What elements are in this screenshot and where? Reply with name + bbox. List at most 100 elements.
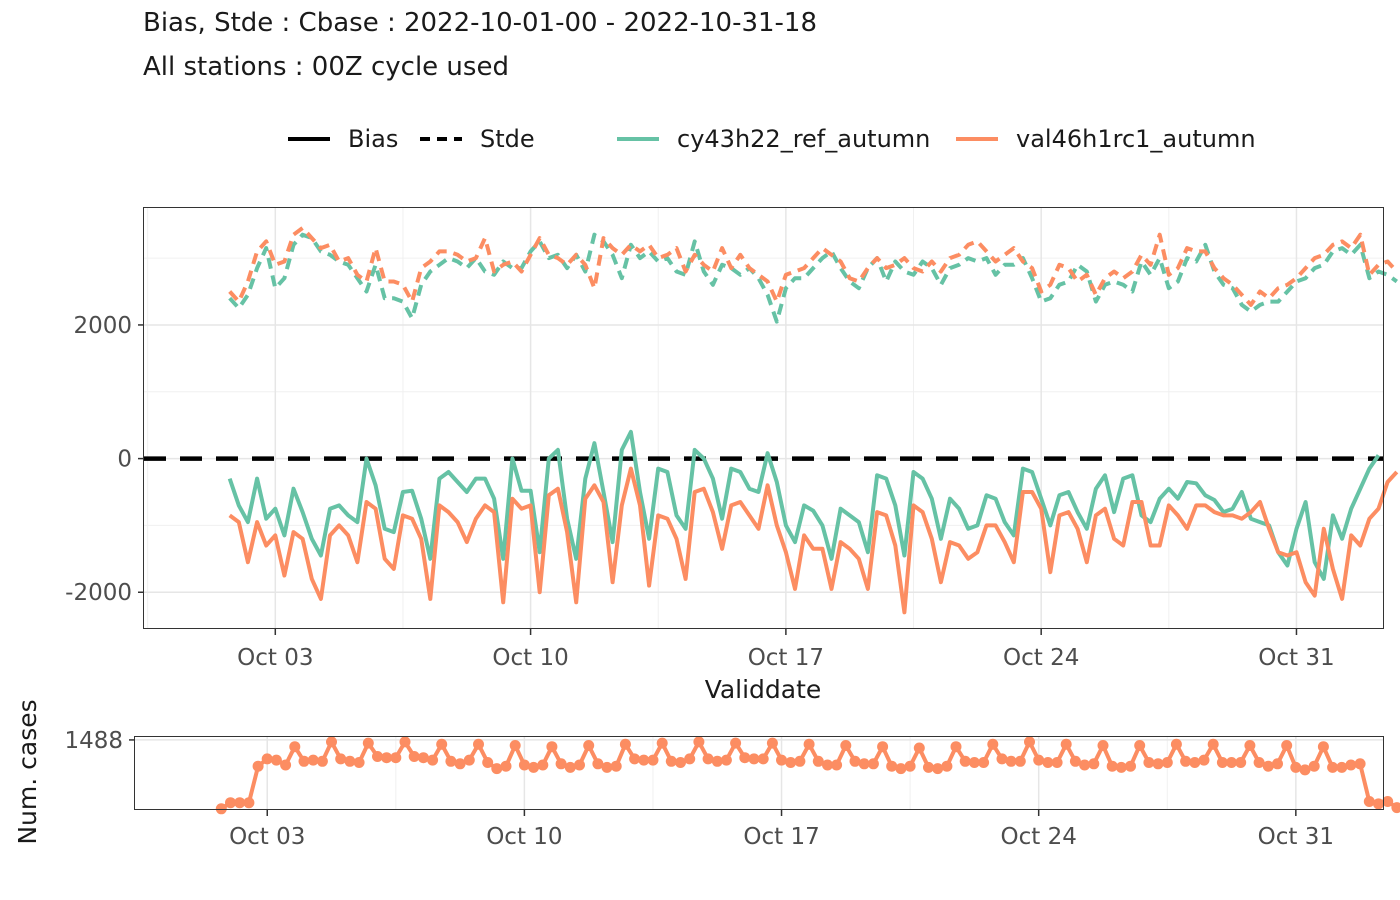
- legend-label-bias: Bias: [348, 125, 398, 153]
- count-point: [436, 738, 448, 750]
- count-point: [1235, 757, 1247, 768]
- count-point: [858, 758, 870, 770]
- count-point: [1005, 755, 1017, 767]
- count-point: [794, 755, 806, 767]
- count-point: [399, 736, 411, 748]
- count-point: [1327, 761, 1339, 773]
- count-point: [895, 763, 907, 775]
- count-point: [831, 759, 843, 771]
- count-point: [518, 759, 530, 771]
- x-tick-label: Oct 31: [1258, 824, 1334, 850]
- count-point: [1345, 759, 1357, 771]
- count-point: [1152, 758, 1164, 770]
- count-point: [675, 757, 686, 768]
- count-point: [619, 738, 631, 750]
- count-point: [978, 757, 990, 768]
- x-tick-label: Oct 17: [743, 824, 819, 850]
- count-point: [1354, 758, 1366, 770]
- count-point: [500, 760, 512, 772]
- count-point: [1060, 738, 1072, 750]
- count-point: [1014, 755, 1026, 767]
- x-tick-label: Oct 31: [1258, 645, 1334, 671]
- count-point: [840, 740, 852, 751]
- count-point: [1253, 757, 1265, 768]
- count-point: [959, 755, 971, 767]
- count-point: [555, 758, 567, 770]
- count-point: [252, 760, 264, 772]
- y-tick-label: 1488: [64, 728, 123, 754]
- count-point: [261, 753, 273, 765]
- count-point: [996, 753, 1008, 765]
- count-plot-panel: 1488 Oct 03 Oct 10 Oct 17 Oct 24 Oct 31 Num.…: [13, 699, 1400, 850]
- count-point: [215, 803, 227, 815]
- count-point: [270, 754, 282, 766]
- count-point: [1244, 740, 1256, 751]
- count-point: [1272, 758, 1283, 770]
- count-point: [812, 755, 824, 767]
- count-point: [1308, 760, 1320, 772]
- count-point: [537, 759, 549, 771]
- legend: Bias Stde cy43h22_ref_autumn val46h1rc1_…: [288, 125, 1256, 153]
- count-point: [748, 753, 760, 765]
- count-point: [225, 797, 236, 809]
- count-point: [1299, 764, 1311, 776]
- count-point: [867, 758, 879, 770]
- count-point: [1033, 754, 1045, 766]
- main-panel-border: [143, 207, 1384, 629]
- count-line-val46h1rc1_autumn: [220, 739, 1399, 811]
- count-point: [1336, 761, 1348, 773]
- count-point: [1106, 760, 1118, 772]
- count-point: [739, 752, 751, 764]
- count-point: [702, 753, 714, 765]
- count-point: [822, 759, 833, 771]
- count-point: [601, 761, 613, 773]
- count-point: [1281, 740, 1293, 751]
- x-tick-label: Oct 10: [492, 645, 568, 671]
- count-point: [335, 753, 347, 765]
- count-point: [1198, 754, 1210, 766]
- count-point: [1180, 755, 1192, 767]
- count-point: [362, 737, 374, 749]
- main-plot-panel: 2000 0 -2000 Oct 03 Oct 10 Oct 17 Oct 24 Oct 3…: [65, 207, 1399, 704]
- count-point: [234, 797, 246, 809]
- count-point: [482, 757, 494, 768]
- count-point: [473, 738, 484, 750]
- x-tick-label: Oct 24: [1001, 824, 1077, 850]
- count-point: [1363, 796, 1375, 807]
- count-panel-border: [134, 736, 1384, 810]
- count-point: [546, 741, 558, 753]
- count-point: [656, 737, 668, 749]
- count-point: [1051, 757, 1063, 768]
- count-point: [353, 757, 365, 768]
- count-point: [307, 754, 319, 766]
- count-point: [1189, 757, 1201, 768]
- count-point: [564, 761, 576, 773]
- count-point: [1069, 755, 1081, 767]
- main-y-axis: 2000 0 -2000: [65, 313, 144, 606]
- count-point: [886, 760, 898, 772]
- count-point: [776, 754, 787, 766]
- count-point: [647, 754, 659, 766]
- series-line-val46h1rc1_autumn-bias: [228, 466, 1399, 615]
- count-point: [610, 760, 622, 772]
- count-point: [1290, 761, 1302, 773]
- count-point: [381, 752, 393, 764]
- count-point: [1226, 757, 1237, 768]
- main-series: [227, 226, 1399, 615]
- count-point: [408, 751, 420, 762]
- y-tick-label: -2000: [65, 580, 132, 606]
- count-point: [932, 763, 944, 775]
- count-point: [684, 753, 696, 765]
- count-point: [280, 759, 292, 771]
- count-point: [417, 752, 429, 764]
- count-point: [1042, 757, 1054, 768]
- legend-label-stde: Stde: [480, 125, 535, 153]
- count-point: [913, 742, 925, 754]
- count-point: [1262, 760, 1274, 772]
- x-tick-label: Oct 03: [237, 645, 313, 671]
- count-gridlines: [135, 737, 1384, 810]
- count-point: [1373, 798, 1384, 810]
- count-point: [923, 761, 934, 773]
- count-point: [1097, 740, 1109, 751]
